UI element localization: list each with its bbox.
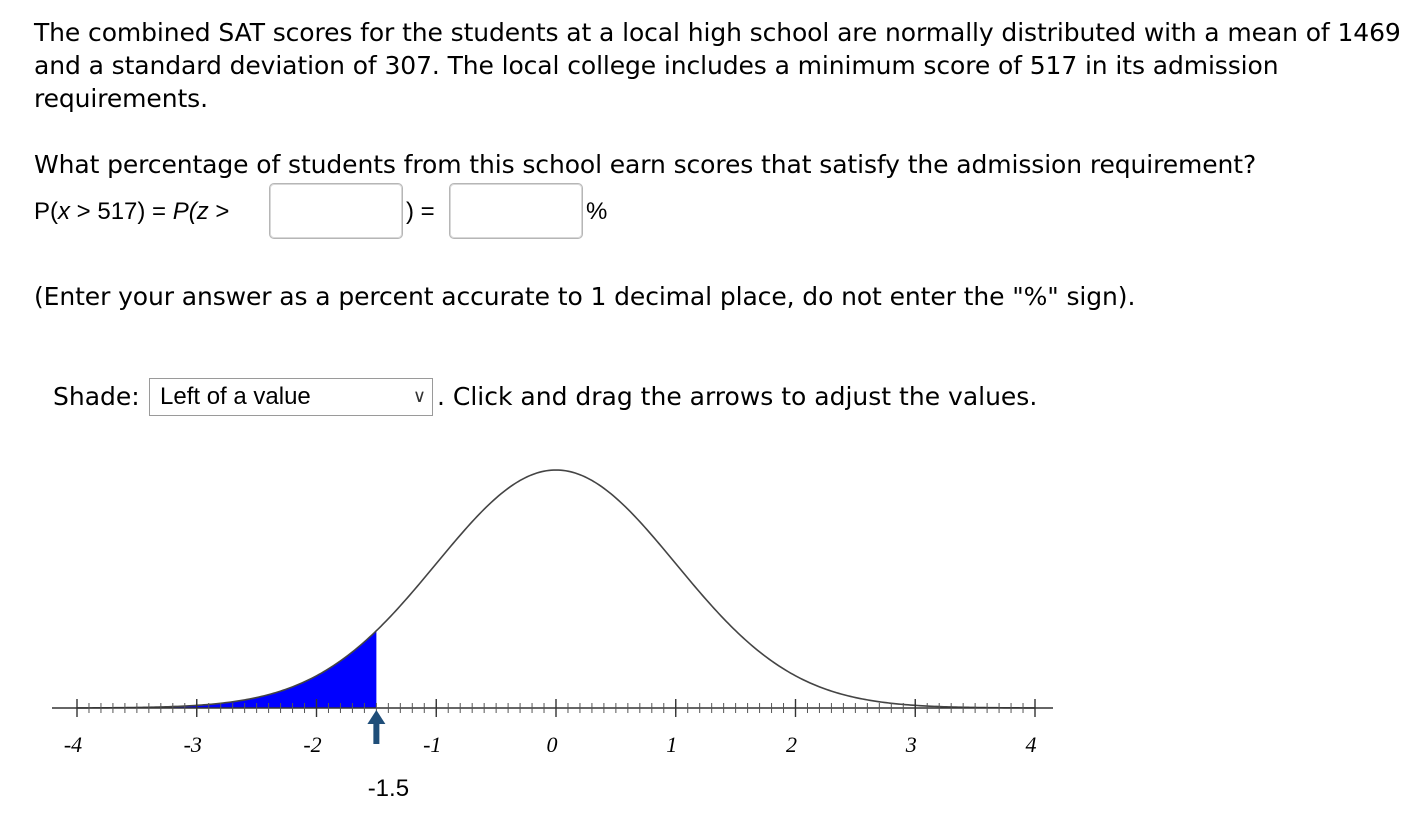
shade-mode-value: Left of a value [160, 383, 311, 410]
tick-label: -1 [423, 732, 441, 757]
shade-value-marker[interactable] [367, 710, 386, 744]
shaded-region [77, 630, 377, 708]
shade-value-label: -1.5 [368, 775, 409, 802]
chevron-down-icon: ∨ [412, 386, 426, 407]
tick-labels: -4 -3 -2 -1 0 1 2 3 4 [64, 732, 1037, 757]
major-ticks [76, 699, 1036, 717]
normal-distribution-chart: -4 -3 -2 -1 0 1 2 3 4 -1.5 [52, 469, 1053, 802]
normal-curve [76, 469, 1036, 709]
tick-label: 1 [666, 732, 677, 757]
z-score-input[interactable] [269, 183, 403, 239]
drag-instruction: . Click and drag the arrows to adjust th… [437, 382, 1038, 411]
tick-label: -3 [184, 732, 202, 757]
rhs-operator: > [208, 198, 230, 225]
shade-mode-dropdown[interactable]: Left of a value ∨ [149, 378, 433, 416]
lhs-open: P( [34, 198, 58, 225]
equation-lhs: P(x > 517) = P(z > [34, 198, 229, 226]
arrow-up-icon[interactable] [367, 710, 386, 724]
tick-label: 3 [905, 732, 917, 757]
answer-instructions: (Enter your answer as a percent accurate… [34, 282, 1136, 311]
tick-label: 2 [786, 732, 797, 757]
rhs-function: P( [172, 198, 197, 225]
percent-input[interactable] [449, 183, 583, 239]
rhs-variable: z [196, 198, 209, 225]
equation-close: ) = [406, 198, 435, 225]
tick-label: -4 [64, 732, 82, 757]
tick-label: -2 [303, 732, 321, 757]
lhs-variable: x [58, 198, 70, 225]
arrow-stem[interactable] [373, 722, 380, 744]
problem-statement: The combined SAT scores for the students… [34, 18, 1401, 113]
shade-label: Shade: [53, 382, 140, 411]
question-text: What percentage of students from this sc… [34, 150, 1257, 179]
percent-sign: % [586, 198, 608, 225]
lhs-rest: > 517) = [70, 198, 173, 225]
tick-label: 0 [547, 732, 558, 757]
tick-label: 4 [1026, 732, 1037, 757]
